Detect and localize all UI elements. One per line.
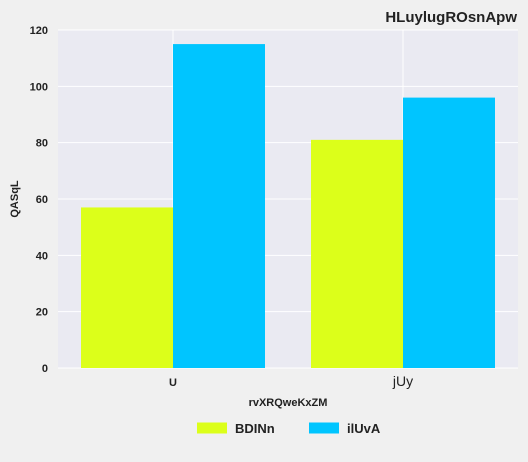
- bars: [81, 44, 495, 368]
- y-tick-label: 0: [42, 363, 48, 375]
- bar-ilUvA-jUy: [403, 97, 495, 368]
- bar-ilUvA-U: [173, 44, 265, 368]
- y-tick-label: 20: [36, 307, 48, 319]
- legend: BDINn ilUvA: [197, 421, 381, 436]
- x-tick-label: jUy: [392, 373, 413, 389]
- legend-swatch: [197, 422, 227, 434]
- legend-label: ilUvA: [347, 421, 381, 436]
- legend-swatch: [309, 422, 339, 434]
- y-tick-label: 100: [30, 81, 48, 93]
- y-tick-label: 60: [36, 194, 48, 206]
- bar-BDINn-jUy: [311, 139, 403, 368]
- bar-BDINn-U: [81, 207, 173, 368]
- y-axis-ticks: 0 20 40 60 80 100 120: [30, 25, 48, 375]
- x-axis-label: rvXRQweKxZM: [249, 397, 328, 409]
- y-tick-label: 40: [36, 250, 48, 262]
- y-tick-label: 80: [36, 138, 48, 150]
- y-tick-label: 120: [30, 25, 48, 37]
- legend-label: BDINn: [235, 421, 275, 436]
- y-axis-label: QASqL: [9, 180, 21, 218]
- chart-title: HLuylugROsnApw: [385, 9, 517, 26]
- x-tick-label: U: [169, 377, 177, 389]
